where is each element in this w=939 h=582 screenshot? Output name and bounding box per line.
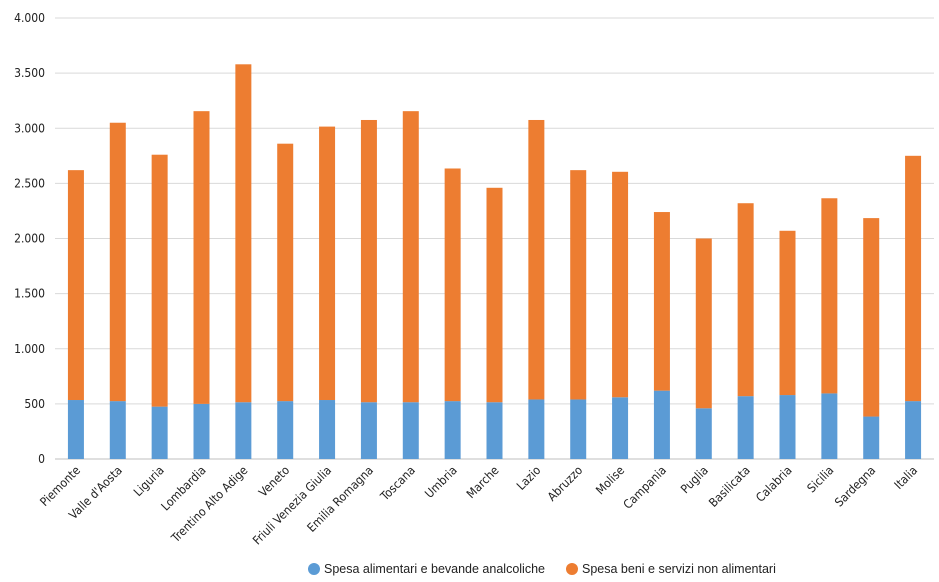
bar-food-segment [151,406,168,459]
bar-nonfood-segment [277,143,294,402]
bar-food-segment [402,402,419,459]
bar-nonfood-segment [779,230,796,396]
bar-nonfood-segment [319,126,336,401]
bar-food-segment [235,402,252,459]
bar-nonfood-segment [235,64,252,403]
bars [67,64,922,459]
bar-nonfood-segment [528,119,545,400]
bar-food-segment [277,401,294,459]
y-tick-label: 2.000 [14,232,45,246]
bar-food-segment [67,400,84,459]
y-tick-label: 0 [38,452,45,466]
y-tick-label: 500 [24,397,45,411]
legend-label-food: Spesa alimentari e bevande analcoliche [324,562,545,576]
y-tick-label: 4.000 [14,11,45,25]
bar-food-segment [863,416,880,459]
bar-food-segment [737,396,754,459]
bar-nonfood-segment [737,203,754,397]
bar-nonfood-segment [695,238,712,409]
y-tick-label: 1.000 [14,342,45,356]
bar-food-segment [444,401,461,459]
x-tick-label: Liguria [131,463,167,499]
bar-food-segment [653,390,670,459]
x-tick-label: Sicilia [804,463,836,495]
x-tick-label: Veneto [256,463,293,500]
bar-nonfood-segment [193,111,210,404]
bar-food-segment [821,393,838,459]
bar-nonfood-segment [151,154,168,407]
legend-marker-nonfood [566,563,578,575]
y-tick-label: 1.500 [14,287,45,301]
x-tick-label: Sardegna [832,463,878,509]
bar-food-segment [612,397,629,459]
x-tick-label: Abruzzo [545,463,586,504]
bar-nonfood-segment [67,170,84,401]
bar-food-segment [193,403,210,459]
y-tick-label: 2.500 [14,176,45,190]
legend-label-nonfood: Spesa beni e servizi non alimentari [582,562,776,576]
bar-food-segment [109,401,126,459]
bar-food-segment [486,402,503,459]
bar-food-segment [695,408,712,459]
bar-food-segment [905,401,922,459]
legend: Spesa alimentari e bevande analcoliche Sp… [308,562,776,576]
x-tick-label: Molise [593,463,627,497]
bar-nonfood-segment [402,111,419,403]
legend-marker-food [308,563,320,575]
x-tick-label: Toscana [377,463,418,504]
x-tick-label: Marche [464,463,502,501]
x-tick-label: Trentino Alto Adige [168,463,251,546]
bar-nonfood-segment [570,170,587,400]
y-axis-ticks: 0 500 1.000 1.500 2.000 2.500 3.000 3.500 4.000 [14,11,45,466]
bar-nonfood-segment [486,187,503,403]
x-tick-label: Calabria [753,463,794,504]
bar-nonfood-segment [863,218,880,417]
bar-nonfood-segment [360,119,377,403]
bar-food-segment [528,399,545,459]
bar-food-segment [779,395,796,459]
x-tick-label: Italia [891,463,920,492]
bar-nonfood-segment [612,171,629,398]
bar-nonfood-segment [821,198,838,394]
x-tick-label: Basilicata [706,463,753,510]
bar-nonfood-segment [109,122,126,402]
bar-food-segment [570,399,587,459]
bar-nonfood-segment [653,212,670,391]
bar-food-segment [319,400,336,459]
x-tick-label: Puglia [678,463,711,496]
bar-food-segment [360,402,377,459]
x-tick-label: Umbria [422,463,460,501]
bar-nonfood-segment [444,168,461,402]
x-tick-label: Campania [621,463,670,512]
x-tick-label: Lazio [514,463,544,493]
y-tick-label: 3.000 [14,121,45,135]
y-tick-label: 3.500 [14,66,45,80]
x-tick-label: Friuli Venezia Giulia [250,463,334,547]
bar-nonfood-segment [905,155,922,402]
